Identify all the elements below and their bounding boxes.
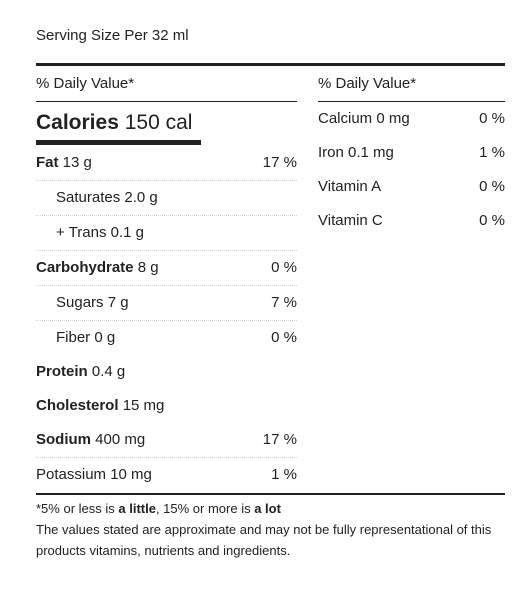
calories-label: Calories (36, 111, 119, 134)
vitamin-label: Iron 0.1 mg (318, 144, 394, 161)
vitamin-label: Calcium 0 mg (318, 110, 410, 127)
nutrient-row-potassium: Potassium 10 mg 1 % (36, 458, 297, 492)
nutrient-percent: 17 % (262, 154, 297, 171)
nutrient-row-trans: + Trans 0.1 g (36, 216, 297, 251)
calories-row: Calories 150 cal (36, 102, 297, 146)
nutrient-name: + Trans (56, 224, 107, 241)
nutrient-name: Saturates (56, 189, 121, 206)
nutrient-amount: 15 mg (122, 397, 165, 414)
vitamin-label: Vitamin A (318, 178, 382, 195)
nutrient-row-protein: Protein 0.4 g (36, 355, 297, 389)
disclaimer: The values stated are approximate and ma… (36, 522, 492, 558)
daily-value-header: % Daily Value* (36, 66, 297, 102)
vitamin-row-calcium: Calcium 0 mg 0 % (318, 102, 505, 136)
nutrient-amount: 13 g (62, 154, 92, 171)
vitamin-row-iron: Iron 0.1 mg 1 % (318, 136, 505, 170)
nutrient-name: Sugars (56, 294, 104, 311)
calories-value: 150 cal (124, 111, 193, 134)
nutrient-name: Fat (36, 154, 59, 171)
serving-size: Serving Size Per 32 ml (36, 27, 189, 44)
vitamins-column: % Daily Value* Calcium 0 mg 0 % Iron 0.1… (318, 66, 505, 238)
nutrient-name: Sodium (36, 431, 91, 448)
daily-value-header: % Daily Value* (318, 66, 505, 102)
nutrient-amount: 2.0 g (124, 189, 158, 206)
nutrient-amount: 0.4 g (91, 363, 126, 380)
nutrient-amount: 400 mg (95, 431, 146, 448)
vitamin-label: Vitamin C (318, 212, 383, 229)
bottom-rule (36, 493, 505, 495)
nutrient-amount: 0.1 g (110, 224, 144, 241)
nutrient-percent: 1 % (271, 466, 297, 483)
nutrient-percent: 17 % (262, 431, 297, 448)
nutrient-name: Potassium (36, 466, 107, 483)
nutrient-row-sodium: Sodium 400 mg 17 % (36, 423, 297, 458)
vitamin-row-vitamin-c: Vitamin C 0 % (318, 204, 505, 238)
vitamin-percent: 1 % (479, 144, 505, 161)
top-thick-rule (36, 63, 505, 66)
nutrient-row-cholesterol: Cholesterol 15 mg (36, 389, 297, 423)
vitamin-row-vitamin-a: Vitamin A 0 % (318, 170, 505, 204)
nutrient-name: Fiber (56, 329, 91, 346)
nutrients-column: % Daily Value* Calories 150 cal Fat 13 g… (36, 66, 297, 492)
nutrient-amount: 8 g (137, 259, 159, 276)
daily-value-note: *5% or less is a little, 15% or more is … (36, 501, 281, 516)
nutrient-amount: 0 g (94, 329, 116, 346)
nutrient-row-carbohydrate: Carbohydrate 8 g 0 % (36, 251, 297, 286)
nutrient-row-sugars: Sugars 7 g 7 % (36, 286, 297, 321)
nutrient-amount: 7 g (107, 294, 129, 311)
nutrient-row-fat: Fat 13 g 17 % (36, 146, 297, 181)
vitamin-percent: 0 % (479, 178, 505, 195)
vitamin-percent: 0 % (479, 212, 505, 229)
footnote: *5% or less is a little, 15% or more is … (36, 498, 505, 561)
nutrient-percent: 7 % (271, 294, 297, 311)
nutrient-name: Protein (36, 363, 88, 380)
nutrient-amount: 10 mg (110, 466, 152, 483)
nutrient-row-saturates: Saturates 2.0 g (36, 181, 297, 216)
nutrient-percent: 0 % (271, 329, 297, 346)
nutrient-name: Cholesterol (36, 397, 119, 414)
vitamin-percent: 0 % (479, 110, 505, 127)
nutrient-name: Carbohydrate (36, 259, 134, 276)
calories-bar (36, 140, 201, 145)
nutrient-percent: 0 % (271, 259, 297, 276)
nutrient-row-fiber: Fiber 0 g 0 % (36, 321, 297, 355)
